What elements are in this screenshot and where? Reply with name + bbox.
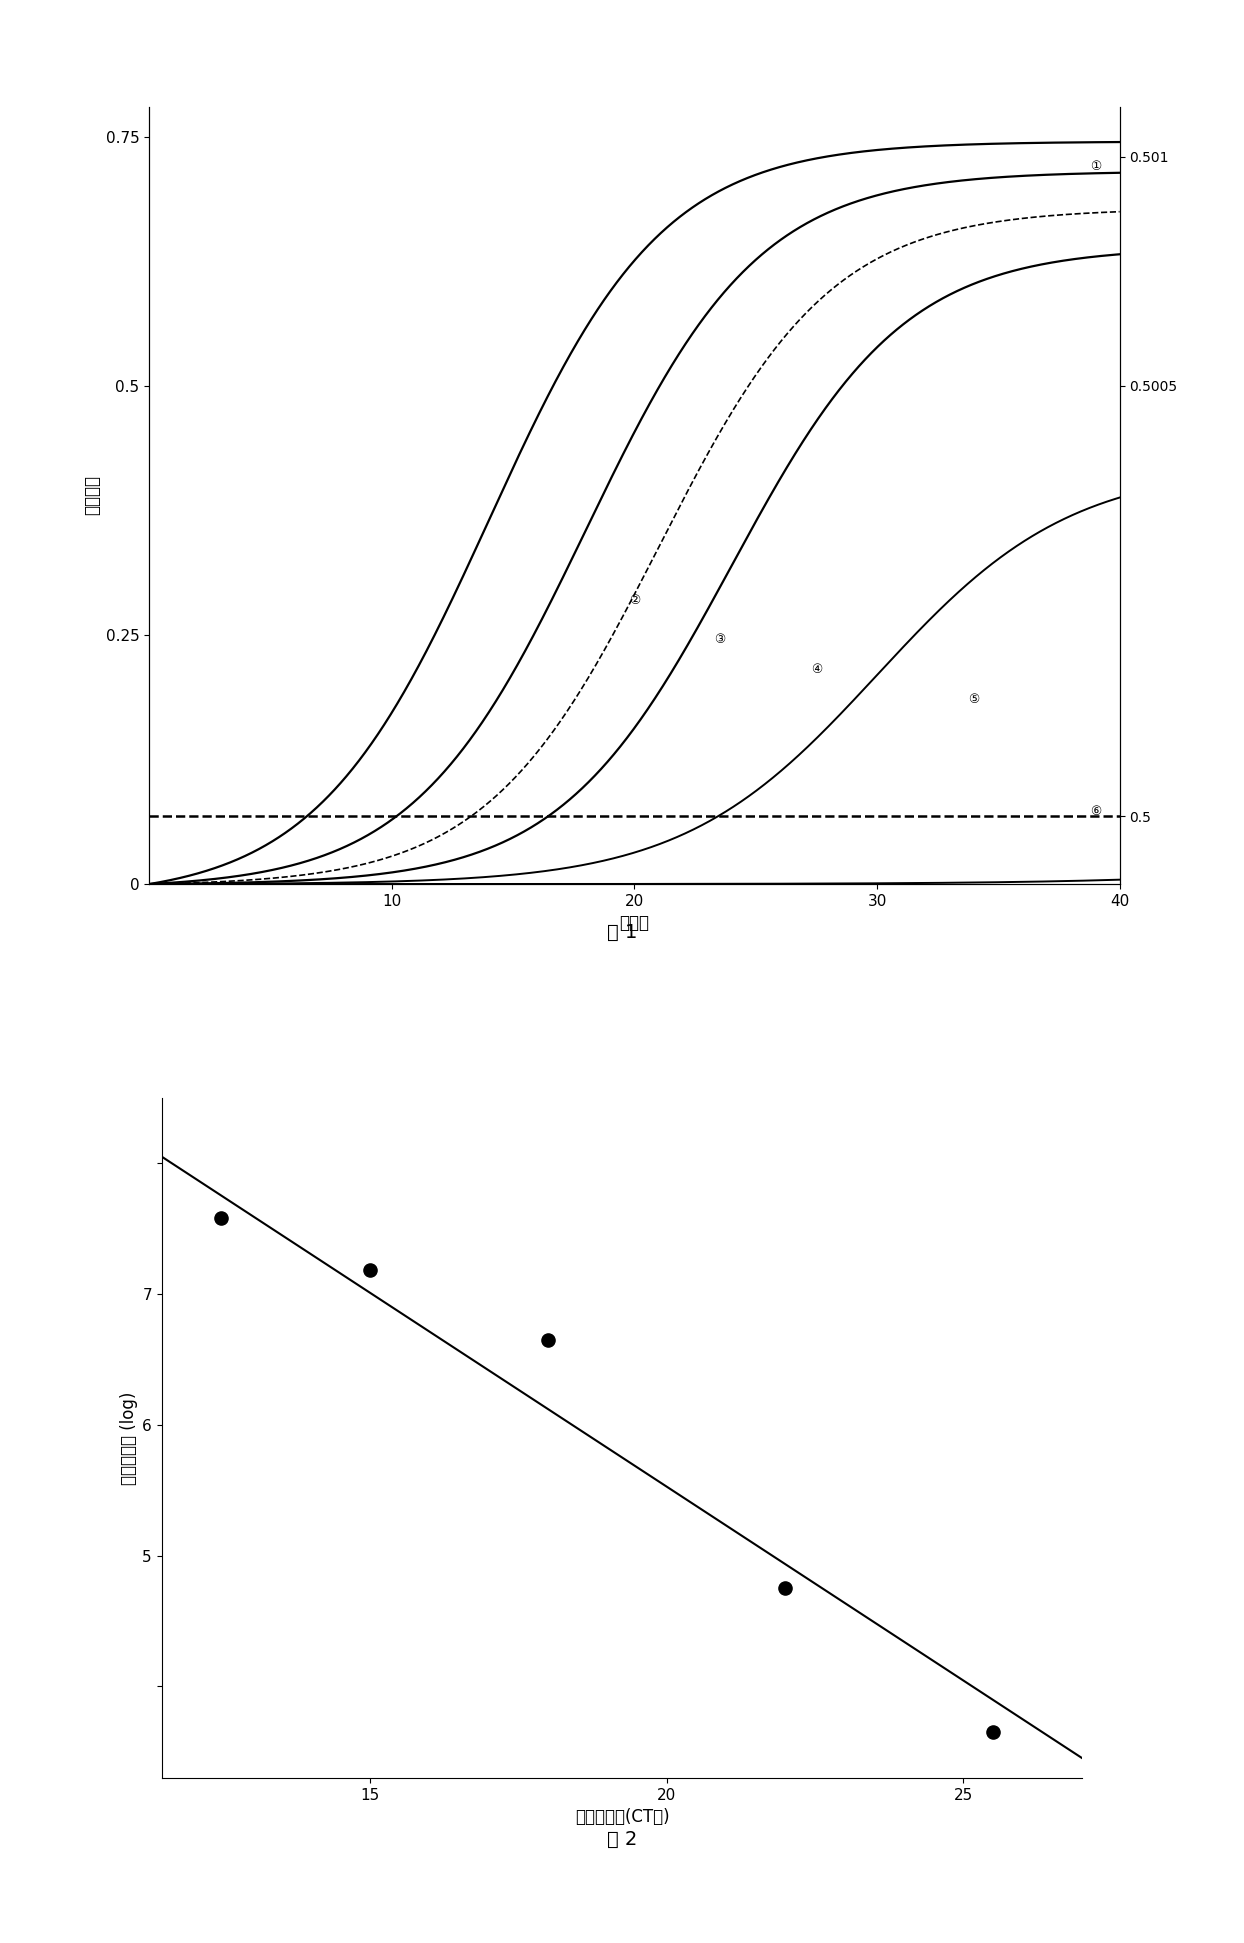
X-axis label: 域値循环数(CT値): 域値循环数(CT値) — [575, 1809, 669, 1826]
Text: 图 2: 图 2 — [607, 1830, 637, 1850]
Text: ⑥: ⑥ — [1090, 804, 1101, 818]
X-axis label: 循环数: 循环数 — [620, 915, 649, 933]
Point — [537, 1325, 557, 1356]
Point — [360, 1255, 379, 1286]
Text: ⑤: ⑤ — [968, 694, 980, 705]
Y-axis label: 起始菌浓度 (log): 起始菌浓度 (log) — [121, 1391, 138, 1484]
Point — [775, 1572, 795, 1603]
Point — [983, 1716, 1003, 1747]
Text: ④: ④ — [811, 663, 822, 676]
Text: ③: ③ — [714, 633, 725, 647]
Text: 图 1: 图 1 — [607, 923, 637, 942]
Text: ②: ② — [628, 595, 641, 606]
Point — [211, 1203, 231, 1234]
Y-axis label: 荧光强度: 荧光强度 — [83, 476, 102, 515]
Text: ①: ① — [1090, 159, 1101, 173]
